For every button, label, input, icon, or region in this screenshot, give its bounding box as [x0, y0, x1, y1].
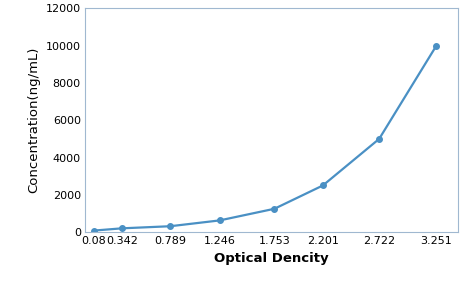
X-axis label: Optical Dencity: Optical Dencity [214, 252, 329, 265]
Y-axis label: Concentration(ng/mL): Concentration(ng/mL) [27, 47, 40, 194]
